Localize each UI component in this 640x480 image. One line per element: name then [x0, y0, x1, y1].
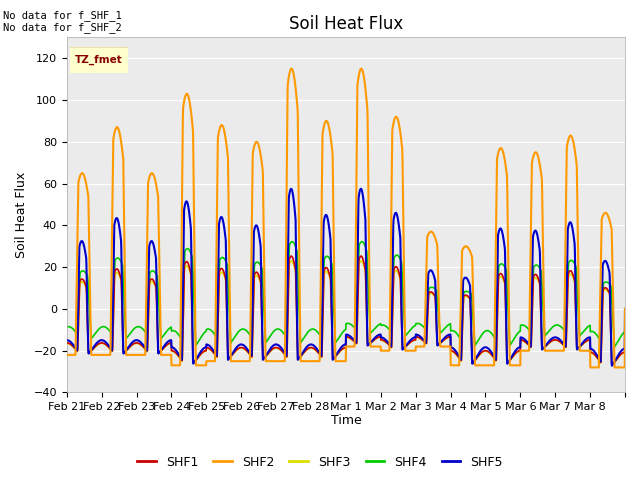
SHF3 — [287, 258, 295, 264]
SHF4 — [289, 239, 296, 244]
SHF1 — [239, 345, 247, 351]
SHF1 — [118, 326, 126, 332]
Text: TZ_fmet: TZ_fmet — [75, 54, 123, 65]
SHF5 — [621, 306, 629, 312]
Line: SHF3: SHF3 — [67, 261, 625, 366]
Line: SHF1: SHF1 — [67, 256, 625, 365]
X-axis label: Time: Time — [330, 414, 361, 427]
SHF4 — [239, 326, 247, 332]
Line: SHF5: SHF5 — [67, 189, 625, 366]
SHF4 — [621, 306, 629, 312]
SHF2 — [515, 362, 522, 368]
SHF1 — [614, 355, 621, 361]
FancyBboxPatch shape — [67, 46, 131, 74]
SHF1 — [515, 348, 522, 354]
SHF5 — [357, 186, 365, 192]
SHF2 — [118, 150, 126, 156]
SHF3 — [239, 346, 247, 351]
SHF2 — [239, 358, 247, 364]
SHF4 — [614, 339, 621, 345]
Y-axis label: Soil Heat Flux: Soil Heat Flux — [15, 172, 28, 258]
SHF2 — [380, 348, 387, 354]
SHF2 — [586, 364, 594, 370]
SHF4 — [63, 324, 70, 330]
SHF4 — [546, 327, 554, 333]
SHF2 — [63, 352, 70, 358]
Legend: SHF1, SHF2, SHF3, SHF4, SHF5: SHF1, SHF2, SHF3, SHF4, SHF5 — [132, 451, 508, 474]
SHF3 — [380, 338, 387, 344]
SHF1 — [380, 337, 387, 343]
SHF5 — [63, 337, 70, 343]
SHF1 — [63, 340, 70, 346]
SHF2 — [546, 348, 554, 354]
SHF1 — [621, 306, 629, 312]
SHF3 — [63, 340, 70, 346]
SHF2 — [621, 306, 629, 312]
Title: Soil Heat Flux: Soil Heat Flux — [289, 15, 403, 33]
SHF5 — [380, 336, 387, 341]
SHF1 — [608, 362, 616, 368]
SHF4 — [515, 330, 522, 336]
SHF1 — [357, 253, 365, 259]
SHF2 — [614, 364, 621, 370]
Text: No data for f_SHF_1
No data for f_SHF_2: No data for f_SHF_1 No data for f_SHF_2 — [3, 10, 122, 33]
SHF4 — [380, 322, 387, 328]
SHF1 — [546, 339, 554, 345]
SHF5 — [608, 363, 616, 369]
SHF5 — [546, 338, 554, 344]
SHF5 — [614, 354, 621, 360]
SHF3 — [546, 340, 554, 346]
SHF3 — [608, 363, 616, 369]
SHF5 — [118, 314, 126, 320]
Line: SHF2: SHF2 — [67, 69, 625, 367]
SHF3 — [614, 356, 621, 361]
SHF3 — [515, 349, 522, 355]
SHF4 — [118, 263, 126, 268]
SHF3 — [621, 306, 629, 312]
SHF4 — [611, 344, 618, 349]
SHF3 — [118, 315, 126, 321]
SHF5 — [239, 342, 247, 348]
Line: SHF4: SHF4 — [67, 241, 625, 347]
SHF5 — [515, 345, 522, 351]
SHF2 — [287, 66, 295, 72]
